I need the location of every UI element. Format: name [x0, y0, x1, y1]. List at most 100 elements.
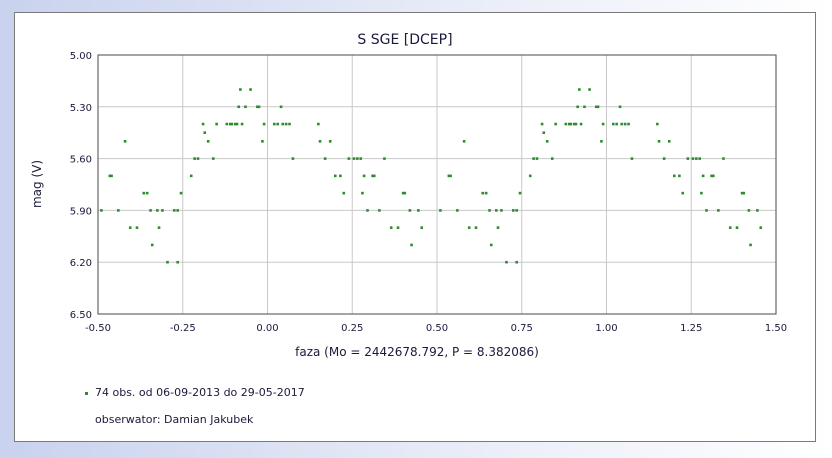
data-point	[740, 191, 744, 195]
data-point	[572, 122, 576, 126]
y-tick-label: 5.30	[70, 103, 92, 114]
data-point	[678, 174, 681, 178]
data-point	[484, 191, 488, 195]
data-point	[515, 209, 518, 212]
data-point	[240, 122, 244, 126]
data-point	[291, 157, 295, 160]
data-point	[359, 157, 363, 160]
data-point	[496, 226, 500, 229]
data-point	[488, 209, 491, 212]
data-point	[467, 226, 471, 229]
data-point	[481, 191, 485, 195]
data-point	[233, 122, 237, 126]
data-point	[567, 122, 571, 126]
y-tick-label: 5.00	[70, 51, 92, 62]
data-point	[166, 260, 169, 264]
data-point	[396, 226, 400, 229]
plot-border	[97, 54, 777, 315]
data-point	[389, 226, 393, 229]
data-point	[378, 209, 381, 212]
data-point	[362, 174, 366, 178]
data-point	[284, 122, 288, 126]
data-point	[417, 209, 420, 212]
data-point	[623, 122, 627, 126]
chart-frame: S SGE [DCEP] -0.50 -0.25 0.00 0.25 0.50 0.75 1…	[14, 12, 816, 442]
data-point	[256, 105, 259, 109]
data-point	[145, 191, 149, 195]
data-point	[630, 157, 634, 160]
data-point	[695, 157, 698, 160]
data-point	[201, 122, 205, 126]
y-tick-label: 6.50	[70, 310, 92, 321]
y-tick-labels: 5.00 5.30 5.60 5.90 6.20 6.50	[70, 51, 92, 321]
data-point	[157, 226, 161, 229]
data-point	[108, 174, 112, 178]
data-point	[462, 140, 466, 143]
data-point	[576, 105, 579, 109]
x-tick-label: -0.50	[85, 323, 111, 334]
data-point	[500, 209, 503, 212]
data-point	[211, 157, 215, 160]
data-point	[728, 226, 732, 229]
data-point	[117, 209, 120, 212]
data-point	[334, 174, 337, 178]
data-point	[339, 174, 342, 178]
data-point	[276, 122, 279, 126]
data-point	[583, 105, 586, 109]
data-point	[323, 157, 327, 160]
data-point	[215, 122, 218, 126]
data-point	[540, 122, 544, 126]
data-point	[328, 140, 332, 143]
data-point	[691, 157, 695, 160]
data-point	[262, 122, 266, 126]
data-point	[408, 209, 412, 212]
data-point	[710, 174, 713, 178]
data-point	[279, 105, 283, 109]
data-point	[176, 209, 179, 212]
data-point	[228, 122, 232, 126]
data-point	[149, 209, 152, 212]
data-point	[701, 174, 705, 178]
data-point	[272, 122, 276, 126]
data-point	[705, 209, 708, 212]
data-points	[100, 88, 763, 264]
data-point	[244, 105, 247, 109]
data-point	[747, 209, 751, 212]
data-point	[474, 226, 478, 229]
data-point	[317, 122, 320, 126]
data-point	[110, 174, 113, 178]
data-point	[673, 174, 676, 178]
data-point	[532, 157, 535, 160]
data-point	[535, 157, 539, 160]
data-point	[515, 260, 518, 264]
data-point	[123, 140, 127, 143]
data-point	[489, 243, 493, 247]
data-point	[179, 191, 183, 195]
data-point	[618, 105, 622, 109]
data-point	[667, 140, 671, 143]
chart-title: S SGE [DCEP]	[357, 32, 452, 48]
data-point	[203, 131, 207, 134]
data-point	[596, 105, 600, 109]
x-tick-label: 1.25	[680, 323, 702, 334]
data-point	[403, 191, 407, 195]
data-point	[627, 122, 630, 126]
data-point	[371, 174, 374, 178]
data-point	[281, 122, 285, 126]
data-point	[554, 122, 557, 126]
data-point	[249, 88, 252, 91]
data-point	[749, 243, 752, 247]
data-point	[742, 191, 746, 195]
data-point	[257, 105, 261, 109]
x-tick-label: -0.25	[170, 323, 196, 334]
data-point	[578, 88, 581, 91]
data-point	[722, 157, 725, 160]
data-point	[579, 122, 583, 126]
data-point	[261, 140, 264, 143]
data-point	[620, 122, 624, 126]
legend-marker	[85, 392, 88, 395]
data-point	[352, 157, 356, 160]
data-point	[615, 122, 618, 126]
data-point	[150, 243, 154, 247]
data-point	[439, 209, 442, 212]
